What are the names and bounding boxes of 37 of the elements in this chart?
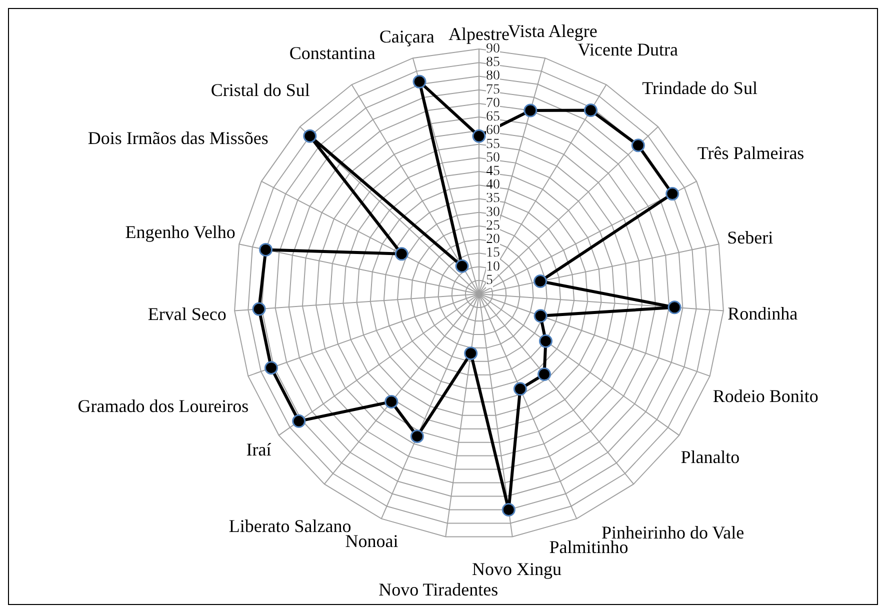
y-tick-label: 70 <box>486 96 500 111</box>
y-tick-label: 5 <box>486 272 493 288</box>
spoke-label: Trindade do Sul <box>642 78 758 98</box>
spoke-label: Erval Seco <box>148 304 226 324</box>
y-tick-label: 85 <box>486 55 500 70</box>
spoke-label: Gramado dos Loureiros <box>78 396 249 416</box>
spoke-label: Três Palmeiras <box>697 143 804 164</box>
y-tick-label: 25 <box>486 218 500 234</box>
spoke-label: Cristal do Sul <box>210 80 310 100</box>
spoke-label: Caiçara <box>379 26 434 47</box>
y-tick-label: 80 <box>486 68 500 84</box>
y-tick-label: 40 <box>486 178 500 193</box>
spoke-label: Constantina <box>289 42 376 63</box>
spoke-label: Novo Xingu <box>472 558 562 579</box>
y-tick-label: 55 <box>486 136 500 152</box>
y-tick-label: 30 <box>486 204 500 220</box>
spoke-label: Vista Alegre <box>508 21 598 42</box>
spoke-label: Liberato Salzano <box>228 516 352 536</box>
spoke-label: Iraí <box>246 439 272 460</box>
spoke-label: Seberi <box>727 228 774 248</box>
spoke-label: Planalto <box>680 447 740 468</box>
y-tick-label: 50 <box>486 150 500 166</box>
y-tick-label: 10 <box>486 259 500 274</box>
y-tick-label: 15 <box>486 246 500 261</box>
spoke-label: Alpestre <box>448 24 510 44</box>
spoke-label: Novo Tiradentes <box>378 580 498 600</box>
y-tick-label: 45 <box>486 164 500 179</box>
y-tick-label: 35 <box>486 191 500 206</box>
spoke-label: Rodeio Bonito <box>712 386 818 406</box>
spoke-label: Engenho Velho <box>125 222 236 242</box>
y-tick-label: 90 <box>486 42 500 56</box>
spoke-label: Rondinha <box>728 303 798 324</box>
spoke-label: Dois Irmãos das Missões <box>88 128 268 148</box>
y-tick-label: 75 <box>486 82 500 98</box>
y-tick-label: 65 <box>486 110 500 125</box>
y-tick-label: 60 <box>486 123 500 138</box>
y-tick-label: 20 <box>486 232 500 248</box>
